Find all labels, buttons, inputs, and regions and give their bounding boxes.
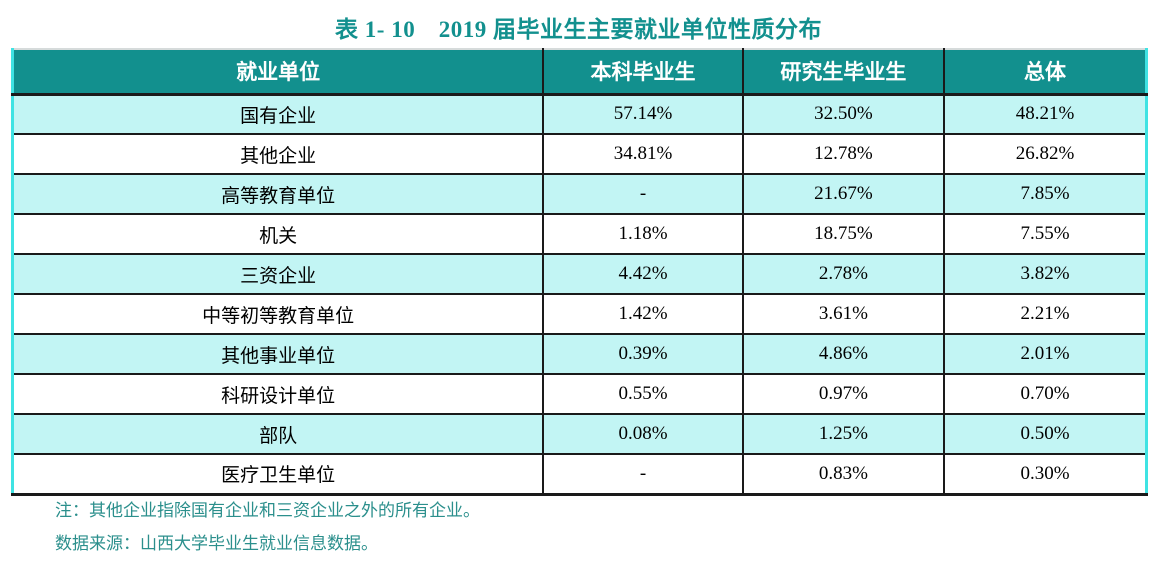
value-cell: 3.61%	[741, 293, 945, 334]
table-row: 中等初等教育单位 1.42% 3.61% 2.21%	[12, 293, 1147, 334]
value-cell: 4.86%	[741, 333, 945, 374]
unit-cell: 部队	[12, 413, 544, 454]
header-cell-graduate: 研究生毕业生	[741, 49, 945, 96]
value-cell: 32.50%	[741, 94, 945, 134]
value-cell: 34.81%	[542, 133, 743, 174]
value-cell: 26.82%	[943, 133, 1147, 174]
header-cell-unit: 就业单位	[12, 49, 544, 96]
table-row: 国有企业 57.14% 32.50% 48.21%	[12, 94, 1147, 134]
value-cell: 3.82%	[943, 253, 1147, 294]
table-header: 就业单位 本科毕业生 研究生毕业生 总体	[12, 49, 1147, 96]
unit-cell: 医疗卫生单位	[12, 453, 544, 494]
value-cell: 7.55%	[943, 213, 1147, 254]
value-cell: 7.85%	[943, 173, 1147, 214]
table-row: 其他事业单位 0.39% 4.86% 2.01%	[12, 333, 1147, 374]
value-cell: 0.08%	[542, 413, 743, 454]
employment-table: 就业单位 本科毕业生 研究生毕业生 总体 国有企业 57.14% 32.50% 48.…	[11, 48, 1148, 496]
value-cell: 1.42%	[542, 293, 743, 334]
header-row: 就业单位 本科毕业生 研究生毕业生 总体	[12, 49, 1147, 96]
value-cell: 12.78%	[741, 133, 945, 174]
unit-cell: 中等初等教育单位	[12, 293, 544, 334]
table-row: 高等教育单位 -21.67% 7.85%	[12, 173, 1147, 214]
value-cell: -	[542, 453, 743, 494]
table-row: 其他企业 34.81% 12.78% 26.82%	[12, 133, 1147, 174]
source-line: 数据来源：山西大学毕业生就业信息数据。	[55, 534, 378, 553]
value-cell: 2.01%	[943, 333, 1147, 374]
value-cell: 0.55%	[542, 373, 743, 414]
table-row: 医疗卫生单位 -0.83% 0.30%	[12, 453, 1147, 494]
table-row: 部队 0.08% 1.25% 0.50%	[12, 413, 1147, 454]
table-row: 机关 1.18% 18.75% 7.55%	[12, 213, 1147, 254]
value-cell: 0.30%	[943, 453, 1147, 494]
value-cell: 0.97%	[741, 373, 945, 414]
unit-cell: 三资企业	[12, 253, 544, 294]
table-title: 表 1- 10 2019 届毕业生主要就业单位性质分布	[335, 17, 822, 42]
value-cell: 0.70%	[943, 373, 1147, 414]
unit-cell: 其他企业	[12, 133, 544, 174]
value-cell: 1.25%	[741, 413, 945, 454]
header-cell-bachelor: 本科毕业生	[542, 49, 743, 96]
value-cell: 0.50%	[943, 413, 1147, 454]
unit-cell: 其他事业单位	[12, 333, 544, 374]
value-cell: 0.39%	[542, 333, 743, 374]
table-row: 科研设计单位 0.55% 0.97% 0.70%	[12, 373, 1147, 414]
value-cell: 1.18%	[542, 213, 743, 254]
unit-cell: 科研设计单位	[12, 373, 544, 414]
header-cell-overall: 总体	[943, 49, 1147, 96]
value-cell: 0.83%	[741, 453, 945, 494]
value-cell: 4.42%	[542, 253, 743, 294]
table-body: 国有企业 57.14% 32.50% 48.21% 其他企业 34.81% 12.78% 26…	[12, 94, 1147, 494]
value-cell: -	[542, 173, 743, 214]
unit-cell: 机关	[12, 213, 544, 254]
value-cell: 21.67%	[741, 173, 945, 214]
note-line: 注：其他企业指除国有企业和三资企业之外的所有企业。	[55, 501, 480, 520]
table-notes: 注：其他企业指除国有企业和三资企业之外的所有企业。 数据来源：山西大学毕业生就业…	[55, 502, 480, 568]
table-row: 三资企业 4.42% 2.78% 3.82%	[12, 253, 1147, 294]
unit-cell: 国有企业	[240, 105, 317, 127]
value-cell: 18.75%	[741, 213, 945, 254]
unit-cell: 高等教育单位	[12, 173, 544, 214]
value-cell: 48.21%	[943, 94, 1147, 134]
value-cell: 57.14%	[542, 94, 743, 134]
value-cell: 2.78%	[741, 253, 945, 294]
value-cell: 2.21%	[943, 293, 1147, 334]
